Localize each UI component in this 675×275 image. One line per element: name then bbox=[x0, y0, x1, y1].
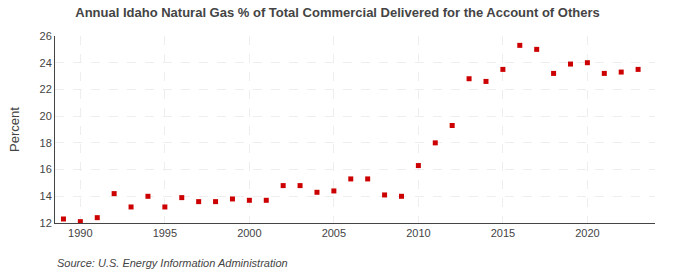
svg-text:22: 22 bbox=[40, 83, 52, 95]
svg-text:Annual Idaho Natural Gas % of: Annual Idaho Natural Gas % of Total Comm… bbox=[75, 5, 599, 20]
svg-text:1990: 1990 bbox=[68, 227, 92, 239]
svg-text:2010: 2010 bbox=[406, 227, 430, 239]
svg-text:Source: U.S. Energy Informatio: Source: U.S. Energy Information Administ… bbox=[57, 257, 288, 269]
svg-text:2015: 2015 bbox=[491, 227, 515, 239]
svg-text:2000: 2000 bbox=[237, 227, 261, 239]
svg-text:12: 12 bbox=[40, 217, 52, 229]
svg-text:18: 18 bbox=[40, 137, 52, 149]
svg-text:14: 14 bbox=[40, 190, 52, 202]
svg-text:2020: 2020 bbox=[575, 227, 599, 239]
svg-text:24: 24 bbox=[40, 57, 52, 69]
svg-text:16: 16 bbox=[40, 163, 52, 175]
svg-text:20: 20 bbox=[40, 110, 52, 122]
svg-text:2005: 2005 bbox=[322, 227, 346, 239]
svg-text:26: 26 bbox=[40, 30, 52, 42]
svg-text:1995: 1995 bbox=[153, 227, 177, 239]
svg-text:Percent: Percent bbox=[7, 107, 22, 152]
